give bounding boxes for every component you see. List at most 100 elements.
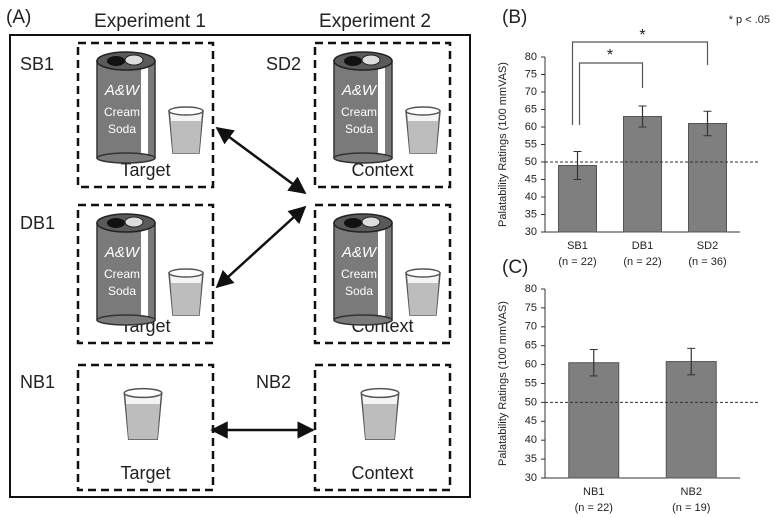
can-tab	[124, 54, 144, 66]
sample-size: (n = 19)	[672, 502, 710, 514]
can-tab	[361, 216, 381, 228]
y-axis-label: Palatability Ratings (100 mmVAS)	[497, 62, 509, 227]
cup-rim	[360, 387, 400, 399]
x-tick-label: NB2	[681, 486, 702, 498]
y-tick-label: 55	[525, 377, 537, 389]
bar	[568, 362, 620, 479]
sample-size: (n = 22)	[623, 256, 661, 268]
condition-box	[313, 363, 452, 492]
condition-label: NB1	[20, 372, 55, 392]
significance-note: * p < .05	[729, 14, 770, 26]
can-text: A&W	[104, 244, 141, 261]
x-tick-label: SB1	[567, 240, 588, 252]
y-tick-label: 60	[525, 121, 537, 133]
y-tick-label: 30	[525, 226, 537, 238]
can-text: Soda	[108, 122, 136, 136]
frame	[9, 34, 471, 498]
cup-liquid	[170, 283, 202, 315]
can-text: A&W	[341, 244, 378, 261]
arrow	[215, 126, 307, 195]
can-text: Soda	[345, 122, 373, 136]
y-tick-label: 30	[525, 472, 537, 484]
box-caption: Context	[351, 160, 413, 180]
can-text: Cream	[341, 105, 377, 119]
condition-box	[76, 363, 215, 492]
x-tick-label: SD2	[697, 240, 718, 252]
cup-rim	[123, 387, 163, 399]
can-text: A&W	[104, 82, 141, 99]
y-tick-label: 40	[525, 191, 537, 203]
cup-liquid	[362, 404, 398, 440]
y-tick-label: 40	[525, 434, 537, 446]
bar	[688, 123, 727, 233]
arrow	[215, 205, 307, 289]
significance-bracket	[578, 62, 644, 125]
significance-star: *	[639, 27, 645, 44]
column-title: Experiment 2	[319, 11, 431, 32]
condition-box	[313, 203, 452, 345]
condition-box	[76, 203, 215, 345]
y-tick-label: 35	[525, 453, 537, 465]
cup-rim	[405, 268, 441, 278]
bar	[665, 361, 717, 479]
can-bottom	[333, 152, 393, 164]
cup-rim	[168, 268, 204, 278]
x-tick-label: DB1	[632, 240, 653, 252]
cup-liquid	[407, 283, 439, 315]
sample-size: (n = 22)	[575, 502, 613, 514]
y-tick-label: 75	[525, 302, 537, 314]
can-bottom	[96, 152, 156, 164]
can-hole	[344, 218, 362, 228]
cup-liquid	[407, 121, 439, 153]
y-tick-label: 75	[525, 68, 537, 80]
significance-star: *	[607, 47, 613, 64]
can-text: Soda	[345, 284, 373, 298]
condition-label: NB2	[256, 372, 291, 392]
cup-rim	[405, 106, 441, 116]
condition-label: DB1	[20, 213, 55, 233]
box-caption: Target	[120, 160, 170, 180]
cup-liquid	[170, 121, 202, 153]
sample-size: (n = 22)	[558, 256, 596, 268]
y-tick-label: 70	[525, 86, 537, 98]
y-tick-label: 35	[525, 208, 537, 220]
y-tick-label: 65	[525, 340, 537, 352]
can-text: Cream	[104, 105, 140, 119]
panel-label: (B)	[502, 7, 527, 28]
can-text: Cream	[104, 267, 140, 281]
can-hole	[344, 56, 362, 66]
y-tick-label: 45	[525, 173, 537, 185]
condition-box	[313, 41, 452, 189]
can-stripe	[378, 61, 385, 158]
cup-liquid	[125, 404, 161, 440]
can-bottom	[333, 314, 393, 326]
can-text: A&W	[341, 82, 378, 99]
y-tick-label: 50	[525, 396, 537, 408]
y-tick-label: 80	[525, 51, 537, 63]
can-bottom	[96, 314, 156, 326]
column-title: Experiment 1	[94, 11, 206, 32]
y-tick-label: 65	[525, 103, 537, 115]
condition-label: SD2	[266, 54, 301, 74]
sample-size: (n = 36)	[688, 256, 726, 268]
can-hole	[107, 218, 125, 228]
can-tab	[361, 54, 381, 66]
can-text: Soda	[108, 284, 136, 298]
y-tick-label: 45	[525, 415, 537, 427]
can-stripe	[378, 223, 385, 320]
can-tab	[124, 216, 144, 228]
can-stripe	[141, 223, 148, 320]
x-tick-label: NB1	[583, 486, 604, 498]
y-tick-label: 55	[525, 138, 537, 150]
box-caption: Context	[351, 463, 413, 483]
y-tick-label: 70	[525, 321, 537, 333]
box-caption: Target	[120, 463, 170, 483]
y-tick-label: 60	[525, 359, 537, 371]
can-stripe	[141, 61, 148, 158]
panel-label: (C)	[502, 257, 528, 278]
y-tick-label: 50	[525, 156, 537, 168]
y-tick-label: 80	[525, 283, 537, 295]
can-text: Cream	[341, 267, 377, 281]
significance-bracket	[571, 41, 709, 125]
